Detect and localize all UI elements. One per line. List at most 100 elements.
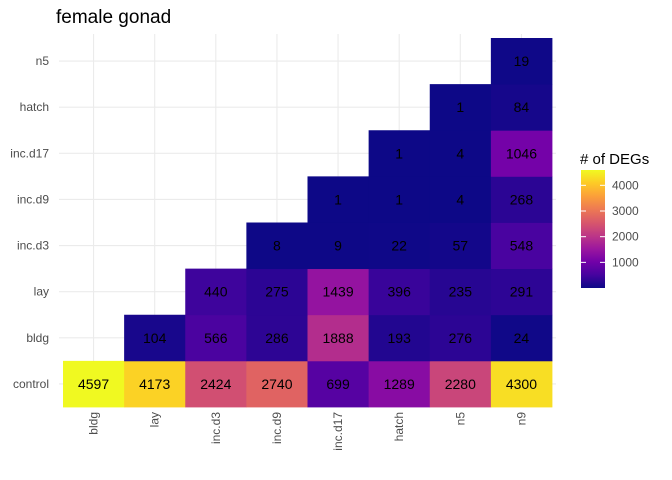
heatmap-cell [368,360,431,408]
cell-value-label: 22 [391,238,407,254]
y-tick-label: lay [34,285,49,299]
heatmap-cell [429,360,492,408]
cell-value-label: 104 [143,330,167,346]
heatmap-cell [368,130,431,177]
x-tick-label: n5 [453,412,467,426]
cell-value-label: 2280 [445,376,476,392]
heatmap-cell [490,268,553,316]
legend-colorbar [581,170,605,288]
legend-tick-label: 1000 [612,255,639,269]
cell-value-label: 396 [388,284,412,300]
cell-value-label: 1046 [506,145,537,161]
cell-value-label: 548 [510,238,534,254]
cell-value-label: 275 [265,284,289,300]
heatmap-cell [429,176,492,223]
legend-tick-label: 3000 [612,204,639,218]
heatmap-cell [307,222,370,270]
heatmap-cells [63,38,553,408]
cell-value-label: 193 [388,330,412,346]
cell-value-label: 699 [326,376,350,392]
y-tick-label: inc.d17 [10,146,49,160]
heatmap-cell [185,314,247,362]
heatmap-cell [307,360,370,408]
cell-value-label: 1439 [322,284,353,300]
heatmap-cell [368,176,431,223]
cell-value-label: 4173 [139,376,170,392]
cell-value-label: 84 [514,99,530,115]
cell-value-label: 19 [514,53,530,69]
cell-value-label: 268 [510,191,534,207]
y-tick-label: inc.d9 [17,192,49,206]
heatmap-cell [429,222,492,270]
cell-value-label: 1 [395,145,403,161]
cell-value-label: 1 [456,99,464,115]
chart-title: female gonad [56,7,171,28]
heatmap-cell [185,268,247,316]
heatmap-cell [490,38,553,85]
heatmap-cell [124,360,186,408]
cell-value-label: 286 [265,330,289,346]
heatmap-cell [246,360,308,408]
cell-value-label: 4 [456,191,464,207]
cell-value-label: 235 [449,284,473,300]
cell-value-label: 1 [395,191,403,207]
cell-value-label: 1 [334,191,342,207]
x-tick-label: inc.d17 [331,412,345,451]
heatmap-cell [246,314,308,362]
cell-value-label: 4300 [506,376,537,392]
cell-value-label: 8 [273,238,281,254]
x-tick-label: n9 [514,412,528,426]
heatmap-cell [246,222,308,270]
cell-value-label: 4 [456,145,464,161]
cell-value-label: 9 [334,238,342,254]
y-axis-ticks: control bldg lay inc.d3 inc.d9 inc.d17 hatch n5 [10,54,49,391]
y-tick-label: hatch [20,100,49,114]
heatmap-cell [429,84,492,131]
x-tick-label: inc.d3 [209,412,223,444]
heatmap-cell [185,360,247,408]
cell-labels: 4597 4173 2424 2740 699 1289 2280 4300 104 566 286… [78,53,537,392]
cell-value-label: 276 [449,330,473,346]
cell-value-label: 1289 [384,376,415,392]
legend-tick-label: 2000 [612,230,639,244]
heatmap-cell [490,130,553,177]
heatmap-cell [307,176,370,223]
heatmap-cell [490,222,553,270]
legend-ticks: 1000 2000 3000 4000 [581,178,639,269]
heatmap-cell [368,314,431,362]
cell-value-label: 57 [453,238,469,254]
heatmap-cell [490,84,553,131]
heatmap-cell [124,314,186,362]
y-tick-label: control [13,377,49,391]
cell-value-label: 4597 [78,376,109,392]
cell-value-label: 2740 [261,376,292,392]
x-tick-label: bldg [87,412,101,435]
heatmap-cell [368,268,431,316]
heatmap-cell [246,268,308,316]
x-tick-label: inc.d9 [270,412,284,444]
heatmap-cell [429,314,492,362]
cell-value-label: 1888 [322,330,353,346]
y-tick-label: bldg [26,331,49,345]
heatmap-cell [63,360,125,408]
heatmap-cell [429,268,492,316]
cell-value-label: 291 [510,284,534,300]
cell-value-label: 2424 [200,376,231,392]
heatmap-cell [307,314,370,362]
x-axis-ticks: bldg lay inc.d3 inc.d9 inc.d17 hatch n5 n9 [87,412,529,451]
cell-value-label: 566 [204,330,228,346]
x-tick-label: lay [148,412,162,427]
cell-value-label: 440 [204,284,228,300]
heatmap-cell [368,222,431,270]
heatmap-cell [490,314,553,362]
legend-tick-label: 4000 [612,178,639,192]
heatmap-cell [490,360,553,408]
cell-value-label: 24 [514,330,530,346]
color-legend: # of DEGs 1000 2000 3000 4000 [580,151,649,288]
heatmap-cell [307,268,370,316]
heatmap-cell [429,130,492,177]
y-tick-label: inc.d3 [17,239,49,253]
heatmap-cell [490,176,553,223]
legend-title: # of DEGs [580,151,649,168]
